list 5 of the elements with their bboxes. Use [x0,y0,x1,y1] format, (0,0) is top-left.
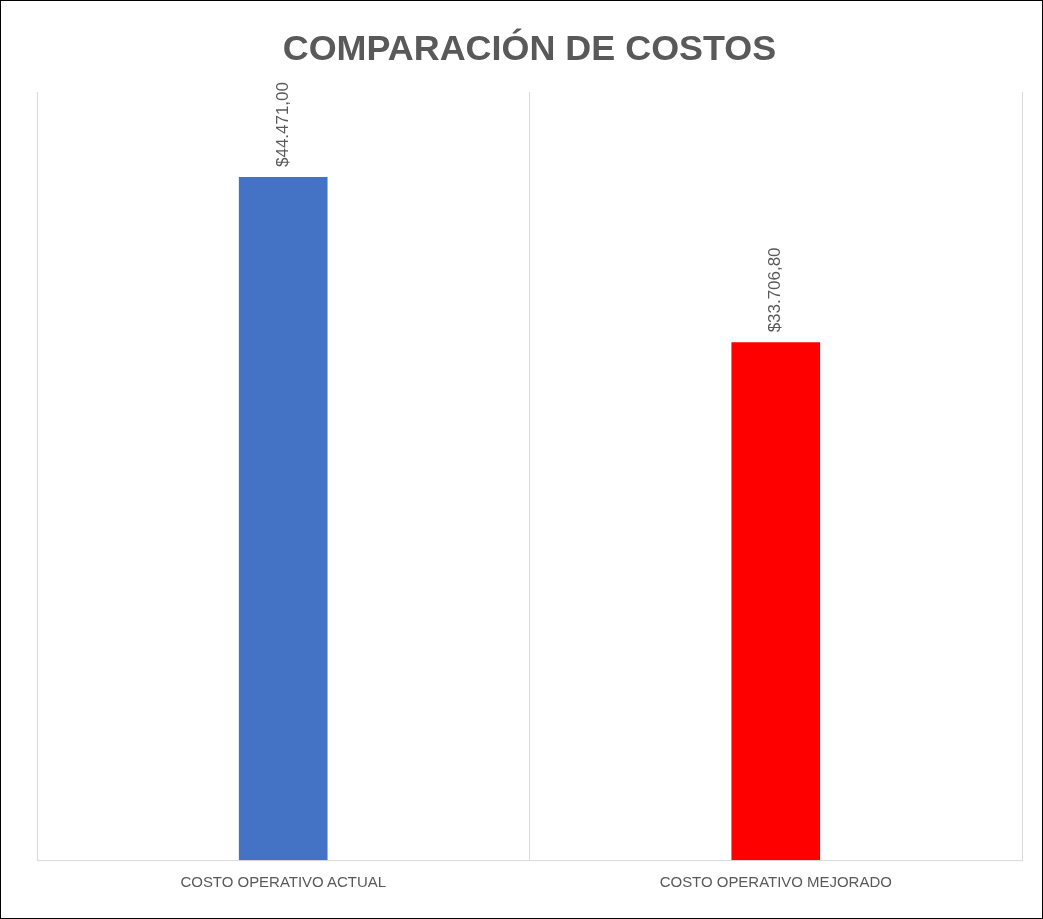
data-label: $44.471,00 [272,82,292,167]
chart-title: COMPARACIÓN DE COSTOS [282,27,777,69]
data-label: $33.706,80 [765,247,785,333]
x-tick-label: COSTO OPERATIVO ACTUAL [180,873,386,891]
x-tick-label: COSTO OPERATIVO MEJORADO [659,873,892,891]
